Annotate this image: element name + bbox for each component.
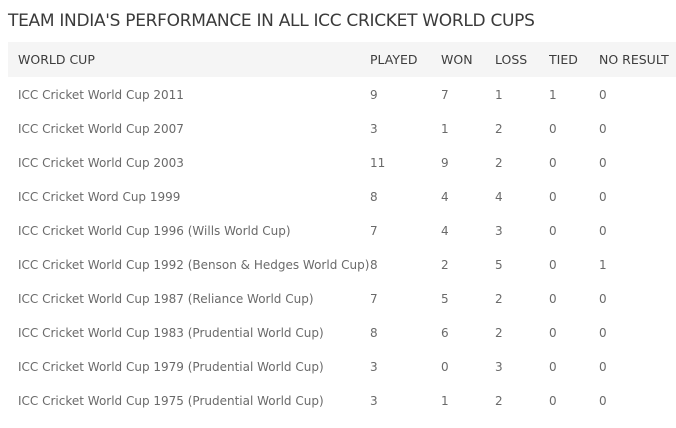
cell-tied: 1 — [549, 88, 557, 102]
cell-played: 3 — [370, 360, 378, 374]
cell-won: 4 — [441, 224, 449, 238]
cell-no-result: 0 — [599, 88, 607, 102]
cell-tied: 0 — [549, 156, 557, 170]
cell-no-result: 0 — [599, 360, 607, 374]
table-row: ICC Cricket World Cup 1987 (Reliance Wor… — [8, 282, 676, 316]
column-header-won: WON — [441, 52, 473, 67]
cell-played: 7 — [370, 292, 378, 306]
cell-world-cup: ICC Cricket World Cup 2007 — [18, 122, 184, 136]
cell-world-cup: ICC Cricket World Cup 1975 (Prudential W… — [18, 394, 324, 408]
table-row: ICC Cricket World Cup 1983 (Prudential W… — [8, 316, 676, 350]
cell-tied: 0 — [549, 258, 557, 272]
cell-tied: 0 — [549, 122, 557, 136]
cell-no-result: 0 — [599, 122, 607, 136]
cell-won: 7 — [441, 88, 449, 102]
cell-played: 3 — [370, 122, 378, 136]
cell-no-result: 0 — [599, 156, 607, 170]
cell-world-cup: ICC Cricket World Cup 1996 (Wills World … — [18, 224, 291, 238]
table-row: ICC Cricket Word Cup 1999 8 4 4 0 0 — [8, 180, 676, 214]
cell-played: 7 — [370, 224, 378, 238]
cell-world-cup: ICC Cricket World Cup 1992 (Benson & Hed… — [18, 258, 370, 272]
cell-tied: 0 — [549, 326, 557, 340]
page-title: TEAM INDIA'S PERFORMANCE IN ALL ICC CRIC… — [8, 11, 535, 31]
cell-won: 4 — [441, 190, 449, 204]
cell-loss: 5 — [495, 258, 503, 272]
cell-world-cup: ICC Cricket World Cup 2011 — [18, 88, 184, 102]
cell-played: 11 — [370, 156, 386, 170]
table-header: WORLD CUP PLAYED WON LOSS TIED NO RESULT — [8, 42, 676, 77]
cell-won: 1 — [441, 394, 449, 408]
cell-won: 6 — [441, 326, 449, 340]
cell-tied: 0 — [549, 292, 557, 306]
cell-loss: 2 — [495, 394, 503, 408]
cell-no-result: 0 — [599, 224, 607, 238]
table-row: ICC Cricket World Cup 1975 (Prudential W… — [8, 384, 676, 418]
performance-table-container: WORLD CUP PLAYED WON LOSS TIED NO RESULT… — [8, 42, 676, 418]
table-row: ICC Cricket World Cup 2007 3 1 2 0 0 — [8, 112, 676, 146]
cell-won: 2 — [441, 258, 449, 272]
table-header-row: WORLD CUP PLAYED WON LOSS TIED NO RESULT — [8, 42, 676, 77]
cell-loss: 2 — [495, 122, 503, 136]
cell-won: 1 — [441, 122, 449, 136]
cell-loss: 2 — [495, 292, 503, 306]
column-header-world-cup: WORLD CUP — [18, 52, 95, 67]
table-row: ICC Cricket World Cup 1979 (Prudential W… — [8, 350, 676, 384]
cell-world-cup: ICC Cricket World Cup 2003 — [18, 156, 184, 170]
cell-loss: 1 — [495, 88, 503, 102]
cell-world-cup: ICC Cricket World Cup 1979 (Prudential W… — [18, 360, 324, 374]
cell-no-result: 0 — [599, 292, 607, 306]
table-row: ICC Cricket World Cup 2003 11 9 2 0 0 — [8, 146, 676, 180]
cell-loss: 2 — [495, 326, 503, 340]
cell-no-result: 0 — [599, 394, 607, 408]
column-header-tied: TIED — [549, 52, 578, 67]
cell-won: 5 — [441, 292, 449, 306]
cell-played: 9 — [370, 88, 378, 102]
cell-tied: 0 — [549, 394, 557, 408]
table-row: ICC Cricket World Cup 1992 (Benson & Hed… — [8, 248, 676, 282]
column-header-no-result: NO RESULT — [599, 52, 669, 67]
cell-no-result: 0 — [599, 190, 607, 204]
cell-tied: 0 — [549, 190, 557, 204]
table-row: ICC Cricket World Cup 2011 9 7 1 1 0 — [8, 77, 676, 112]
cell-tied: 0 — [549, 224, 557, 238]
cell-won: 0 — [441, 360, 449, 374]
performance-table: WORLD CUP PLAYED WON LOSS TIED NO RESULT… — [8, 42, 676, 418]
column-header-played: PLAYED — [370, 52, 418, 67]
cell-won: 9 — [441, 156, 449, 170]
cell-world-cup: ICC Cricket World Cup 1983 (Prudential W… — [18, 326, 324, 340]
cell-world-cup: ICC Cricket Word Cup 1999 — [18, 190, 181, 204]
cell-no-result: 0 — [599, 326, 607, 340]
cell-loss: 3 — [495, 360, 503, 374]
cell-no-result: 1 — [599, 258, 607, 272]
cell-world-cup: ICC Cricket World Cup 1987 (Reliance Wor… — [18, 292, 314, 306]
column-header-loss: LOSS — [495, 52, 528, 67]
cell-played: 8 — [370, 190, 378, 204]
cell-played: 3 — [370, 394, 378, 408]
cell-loss: 2 — [495, 156, 503, 170]
cell-tied: 0 — [549, 360, 557, 374]
cell-loss: 3 — [495, 224, 503, 238]
table-row: ICC Cricket World Cup 1996 (Wills World … — [8, 214, 676, 248]
cell-loss: 4 — [495, 190, 503, 204]
cell-played: 8 — [370, 326, 378, 340]
table-body: ICC Cricket World Cup 2011 9 7 1 1 0 ICC Crick… — [8, 77, 676, 418]
cell-played: 8 — [370, 258, 378, 272]
